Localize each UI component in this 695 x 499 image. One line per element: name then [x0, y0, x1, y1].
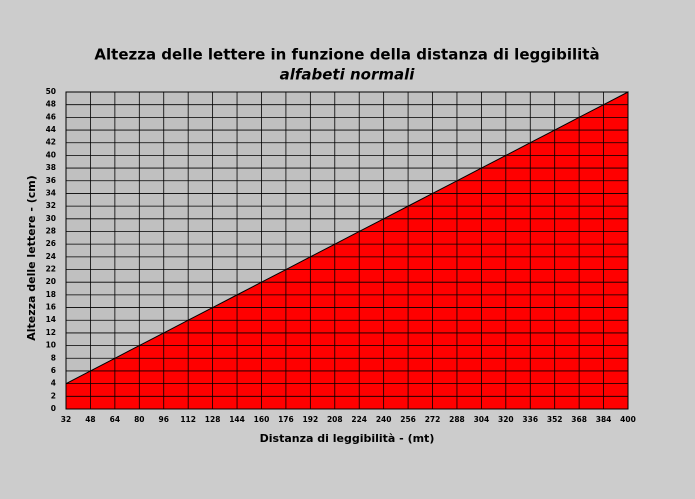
- x-tick-label: 272: [425, 415, 441, 424]
- x-tick-label: 320: [498, 415, 514, 424]
- x-tick-label: 208: [327, 415, 343, 424]
- y-tick-label: 40: [46, 150, 56, 159]
- x-axis-label: Distanza di leggibilità - (mt): [260, 432, 435, 445]
- x-tick-label: 128: [205, 415, 221, 424]
- y-tick-label: 18: [46, 290, 56, 299]
- y-tick-label: 28: [46, 226, 56, 235]
- y-tick-label: 4: [51, 379, 56, 388]
- y-tick-label: 10: [46, 341, 56, 350]
- y-tick-label: 22: [46, 265, 56, 274]
- y-tick-label: 14: [46, 315, 56, 324]
- plot-border: [65, 91, 629, 410]
- x-tick-label: 160: [254, 415, 270, 424]
- x-tick-label: 112: [180, 415, 196, 424]
- y-tick-label: 38: [46, 163, 56, 172]
- x-tick-label: 96: [159, 415, 169, 424]
- x-tick-label: 352: [547, 415, 563, 424]
- y-tick-label: 34: [46, 188, 56, 197]
- y-tick-label: 2: [51, 391, 56, 400]
- y-tick-label: 0: [51, 404, 56, 413]
- y-tick-label: 12: [46, 328, 56, 337]
- x-tick-label: 192: [303, 415, 319, 424]
- y-tick-label: 26: [46, 239, 56, 248]
- y-axis-label: Altezza delle lettere - (cm): [25, 175, 38, 341]
- y-tick-label: 24: [46, 252, 56, 261]
- x-tick-label: 240: [376, 415, 392, 424]
- x-tick-label: 384: [596, 415, 612, 424]
- y-tick-label: 36: [46, 176, 56, 185]
- y-tick-label: 42: [46, 138, 56, 147]
- chart-subtitle: alfabeti normali: [280, 66, 416, 84]
- chart-title: Altezza delle lettere in funzione della …: [94, 46, 599, 64]
- x-tick-label: 336: [522, 415, 538, 424]
- x-tick-label: 256: [400, 415, 416, 424]
- x-tick-label: 288: [449, 415, 465, 424]
- x-tick-label: 144: [229, 415, 245, 424]
- x-tick-label: 400: [620, 415, 636, 424]
- y-tick-label: 44: [46, 125, 56, 134]
- y-tick-label: 20: [46, 277, 56, 286]
- x-tick-label: 176: [278, 415, 294, 424]
- y-tick-label: 16: [46, 303, 56, 312]
- x-tick-label: 224: [351, 415, 367, 424]
- x-tick-label: 368: [571, 415, 587, 424]
- y-tick-label: 46: [46, 112, 56, 121]
- y-tick-label: 6: [51, 366, 56, 375]
- y-tick-label: 48: [46, 100, 56, 109]
- x-tick-label: 32: [61, 415, 71, 424]
- x-tick-label: 80: [134, 415, 144, 424]
- y-tick-label: 50: [46, 87, 56, 96]
- y-tick-label: 32: [46, 201, 56, 210]
- x-tick-label: 48: [85, 415, 95, 424]
- y-tick-label: 8: [51, 353, 56, 362]
- x-tick-label: 64: [110, 415, 120, 424]
- x-tick-label: 304: [474, 415, 490, 424]
- y-tick-label: 30: [46, 214, 56, 223]
